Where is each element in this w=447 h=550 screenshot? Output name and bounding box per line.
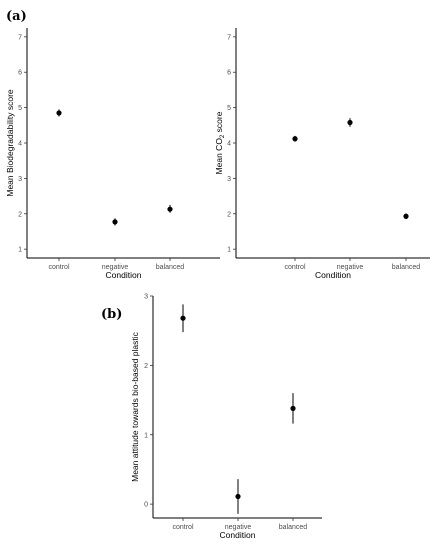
y-tick-label: 3	[227, 176, 231, 183]
data-point	[347, 119, 353, 126]
y-tick-label: 2	[144, 363, 148, 370]
attitude-chart: 0 1 2 3 control negative balanced Condition Mean…	[130, 294, 322, 540]
y-tick-label: 6	[18, 70, 22, 77]
x-tick-label: negative	[337, 264, 364, 271]
data-point	[167, 206, 173, 212]
panel-label-b: (b)	[101, 307, 122, 322]
x-tick-label: control	[172, 524, 193, 531]
x-axis-title: Condition	[106, 270, 142, 280]
y-axis-title: Mean Biodegradability score	[5, 89, 15, 197]
y-tick-label: 3	[144, 294, 148, 301]
y-tick-label: 5	[18, 105, 22, 112]
y-axis-title: Mean CO2 score	[214, 111, 226, 174]
y-tick-label: 1	[144, 432, 148, 439]
biodegradability-chart: 1 2 3 4 5 6 7 control negative balanced Condition M…	[5, 28, 220, 280]
y-tick-label: 3	[18, 176, 22, 183]
data-point	[112, 219, 118, 225]
panel-label-a: (a)	[6, 9, 27, 24]
y-tick-label: 7	[227, 34, 231, 41]
data-point	[56, 110, 62, 116]
x-tick-label: negative	[225, 524, 252, 531]
data-point	[180, 315, 186, 321]
x-tick-label: negative	[102, 264, 129, 271]
x-tick-label: balanced	[156, 264, 185, 271]
co2-chart: 1 2 3 4 5 6 7 control negative balanced Condition M…	[214, 28, 430, 280]
y-axis-title: Mean attitude towards bio-based plastic	[130, 331, 140, 482]
y-tick-label: 7	[18, 34, 22, 41]
x-axis-title: Condition	[315, 270, 351, 280]
y-tick-label: 5	[227, 105, 231, 112]
y-tick-label: 1	[227, 247, 231, 254]
data-point	[235, 493, 241, 500]
y-tick-label: 4	[227, 141, 231, 148]
x-tick-label: balanced	[279, 524, 308, 531]
y-tick-label: 6	[227, 70, 231, 77]
y-tick-label: 2	[18, 211, 22, 218]
x-tick-label: balanced	[392, 264, 421, 271]
x-tick-label: control	[48, 264, 69, 271]
data-point	[403, 213, 409, 219]
y-tick-label: 4	[18, 141, 22, 148]
y-tick-label: 1	[18, 247, 22, 254]
x-tick-label: control	[284, 264, 305, 271]
data-point	[292, 136, 298, 142]
y-tick-label: 0	[144, 502, 148, 509]
y-tick-label: 2	[227, 211, 231, 218]
x-axis-title: Condition	[220, 530, 256, 540]
data-point	[290, 405, 296, 411]
